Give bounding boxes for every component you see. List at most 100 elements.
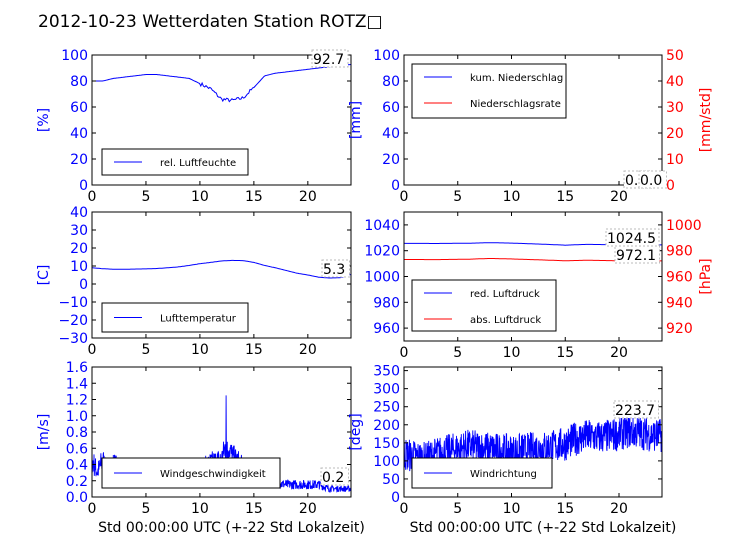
y-tick-label-windspeed-0: 0.0 xyxy=(66,490,88,506)
y-tick-label-temp-0: −30 xyxy=(58,331,88,347)
last-value-pressure-0: 1024.5 xyxy=(607,231,656,247)
x-tick-label-humidity-1: 5 xyxy=(141,189,150,205)
y-tick-label-humidity-5: 100 xyxy=(61,48,88,64)
last-value-winddir-0: 223.7 xyxy=(615,403,655,419)
x-tick-label-pressure-2: 10 xyxy=(503,345,521,361)
y-tick-label-pressure-0: 960 xyxy=(373,321,400,337)
y-tick-label-right-pressure-2: 960 xyxy=(666,270,693,286)
y-tick-label-precip-2: 40 xyxy=(382,126,400,142)
panel-temp: 0 5 10 15 20 −30 −20 −10 0 10 20 30 40 [C] Lufttempera… xyxy=(36,205,352,358)
y-tick-label-temp-5: 20 xyxy=(70,241,88,257)
last-value-windspeed-0: 0.2 xyxy=(322,470,344,486)
x-tick-label-temp-1: 5 xyxy=(141,342,150,358)
axes-frame-humidity xyxy=(91,54,352,186)
y-axis-label-winddir: [deg] xyxy=(348,413,364,450)
y-tick-label-humidity-1: 20 xyxy=(70,152,88,168)
y-tick-label-precip-5: 100 xyxy=(373,48,400,64)
x-tick-label-humidity-3: 15 xyxy=(245,189,263,205)
y-tick-label-right-pressure-4: 1000 xyxy=(666,218,702,234)
legend-label-temp-0: Lufttemperatur xyxy=(160,314,237,325)
y-tick-label-right-precip-0: 0 xyxy=(666,178,675,194)
y-tick-label-humidity-4: 80 xyxy=(70,74,88,90)
last-value-box-winddir-0 xyxy=(613,400,659,419)
legend-box-pressure xyxy=(411,279,557,332)
y-tick-label-windspeed-3: 0.6 xyxy=(66,441,88,457)
legend-label-windspeed-0: Windgeschwindigkeit xyxy=(160,469,266,480)
last-value-box-windspeed-0 xyxy=(320,467,349,486)
last-value-box-precip-1 xyxy=(638,170,667,189)
x-tick-label-precip-1: 5 xyxy=(453,189,462,205)
y-tick-label-precip-3: 60 xyxy=(382,100,400,116)
x-tick-label-pressure-1: 5 xyxy=(453,345,462,361)
y-axis-label-precip: [mm] xyxy=(348,101,364,139)
y-tick-label-windspeed-2: 0.4 xyxy=(66,458,88,474)
y-tick-label-pressure-4: 1040 xyxy=(364,218,400,234)
x-tick-label-precip-3: 15 xyxy=(556,189,574,205)
y-tick-label-temp-6: 30 xyxy=(70,223,88,239)
figure-title: 2012-10-23 Wetterdaten Station ROTZ□ xyxy=(38,12,383,32)
y-tick-label-winddir-5: 250 xyxy=(373,400,400,416)
y-tick-label-right-pressure-3: 980 xyxy=(666,244,693,260)
x-tick-label-pressure-4: 20 xyxy=(610,345,628,361)
plot-area-humidity xyxy=(92,64,351,103)
legend-label-pressure-1: abs. Luftdruck xyxy=(470,315,541,326)
x-tick-label-winddir-1: 5 xyxy=(453,501,462,517)
y-tick-label-right-pressure-0: 920 xyxy=(666,321,693,337)
axes-frame-winddir xyxy=(403,366,663,498)
x-tick-label-humidity-4: 20 xyxy=(299,189,317,205)
y-tick-label-winddir-2: 100 xyxy=(373,454,400,470)
y-tick-label-pressure-1: 980 xyxy=(373,295,400,311)
x-tick-label-windspeed-4: 20 xyxy=(299,501,317,517)
y-tick-label-windspeed-4: 0.8 xyxy=(66,425,88,441)
legend-label-pressure-0: red. Luftdruck xyxy=(470,289,540,300)
y-tick-label-windspeed-8: 1.6 xyxy=(66,360,88,376)
panel-humidity: 0 5 10 15 20 0 20 40 60 80 100 [%] rel. Luftfeuchte 9… xyxy=(36,48,352,205)
x-tick-label-windspeed-1: 5 xyxy=(141,501,150,517)
last-value-humidity-0: 92.7 xyxy=(313,52,344,68)
x-axis-label-winddir: Std 00:00:00 UTC (+-22 Std Lokalzeit) xyxy=(410,520,677,536)
x-tick-label-temp-0: 0 xyxy=(88,342,97,358)
x-tick-label-winddir-3: 15 xyxy=(556,501,574,517)
last-value-box-pressure-1 xyxy=(614,245,660,264)
legend-box-precip xyxy=(411,63,567,119)
y-axis-label-right-pressure: [hPa] xyxy=(698,258,714,294)
y-tick-label-windspeed-6: 1.2 xyxy=(66,393,88,409)
y-tick-label-humidity-0: 0 xyxy=(79,178,88,194)
y-tick-label-right-precip-1: 10 xyxy=(666,152,684,168)
y-tick-label-winddir-1: 50 xyxy=(382,472,400,488)
last-value-temp-0: 5.3 xyxy=(323,262,345,278)
y-tick-label-temp-4: 10 xyxy=(70,259,88,275)
y-tick-label-winddir-0: 0 xyxy=(391,490,400,506)
y-tick-label-precip-4: 80 xyxy=(382,74,400,90)
y-tick-label-winddir-7: 350 xyxy=(373,364,400,380)
y-tick-label-humidity-2: 40 xyxy=(70,126,88,142)
y-tick-label-precip-0: 0 xyxy=(391,178,400,194)
y-tick-label-winddir-4: 200 xyxy=(373,418,400,434)
legend-label-precip-0: kum. Niederschlag xyxy=(470,73,563,84)
y-axis-label-windspeed: [m/s] xyxy=(36,414,52,451)
legend-label-humidity-0: rel. Luftfeuchte xyxy=(160,158,236,169)
x-tick-label-windspeed-0: 0 xyxy=(88,501,97,517)
plot-area-temp xyxy=(92,259,351,279)
axes-frame-temp xyxy=(91,211,352,339)
y-tick-label-temp-3: 0 xyxy=(79,277,88,293)
series-line-humidity-0 xyxy=(92,64,351,103)
x-tick-label-temp-2: 10 xyxy=(191,342,209,358)
x-tick-label-windspeed-2: 10 xyxy=(191,501,209,517)
axes-frame-precip xyxy=(403,54,663,186)
y-tick-label-temp-7: 40 xyxy=(70,205,88,221)
y-tick-label-right-precip-3: 30 xyxy=(666,100,684,116)
x-tick-label-humidity-0: 0 xyxy=(88,189,97,205)
y-tick-label-winddir-3: 150 xyxy=(373,436,400,452)
x-tick-label-winddir-0: 0 xyxy=(400,501,409,517)
x-tick-label-winddir-4: 20 xyxy=(610,501,628,517)
last-value-pressure-1: 972.1 xyxy=(616,248,656,264)
y-tick-label-temp-2: −10 xyxy=(58,295,88,311)
x-tick-label-humidity-2: 10 xyxy=(191,189,209,205)
y-axis-label-humidity: [%] xyxy=(36,108,52,132)
panel-windspeed: 0 5 10 15 200.00.20.40.60.81.01.21.41.6[m/s]… xyxy=(36,360,365,536)
y-tick-label-pressure-3: 1020 xyxy=(364,244,400,260)
